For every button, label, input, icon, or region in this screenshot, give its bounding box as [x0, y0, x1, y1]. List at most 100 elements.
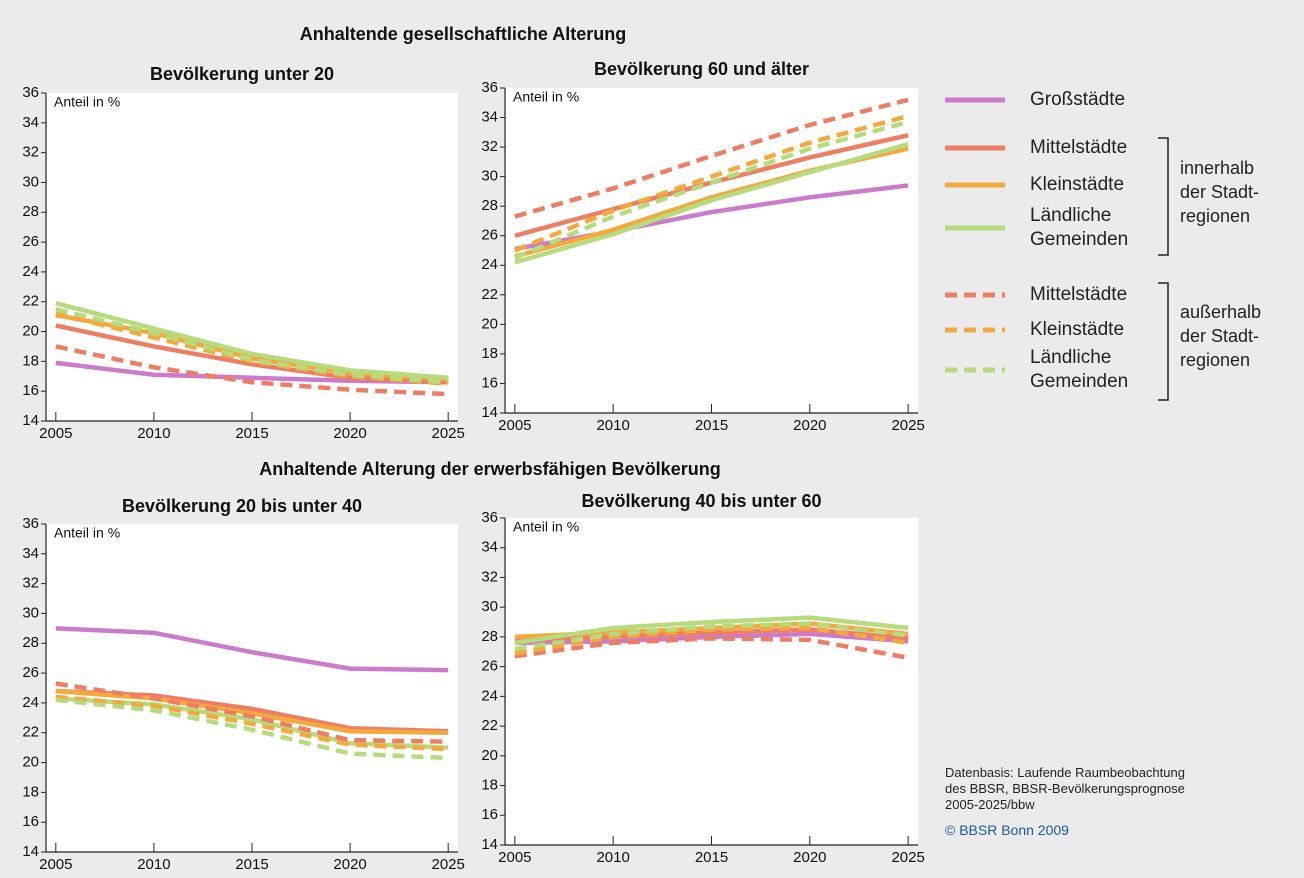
- series-line: [55, 306, 449, 385]
- y-axis-label: Anteil in %: [54, 94, 120, 110]
- y-tick-label: 30: [481, 598, 498, 615]
- y-tick-label: 22: [22, 724, 39, 741]
- series-line: [514, 615, 909, 646]
- x-tick-label: 2020: [793, 849, 826, 866]
- y-tick-label: 18: [22, 783, 39, 800]
- x-tick-label: 2010: [596, 849, 629, 866]
- x-tick-label: 2010: [137, 425, 170, 442]
- axis: [504, 88, 918, 414]
- x-tick-label: 2020: [333, 856, 366, 873]
- series-line: [55, 344, 449, 397]
- chart-title: Bevölkerung 40 bis unter 60: [581, 491, 821, 511]
- x-tick-label: 2020: [333, 425, 366, 442]
- series-line: [55, 694, 449, 752]
- y-tick-label: 28: [22, 634, 39, 651]
- copyright: © BBSR Bonn 2009: [945, 822, 1069, 838]
- y-tick-label: 30: [481, 168, 498, 185]
- legend-label: Großstädte: [1030, 89, 1126, 110]
- x-tick-label: 2010: [596, 417, 629, 434]
- chart-title: Bevölkerung 20 bis unter 40: [122, 496, 362, 516]
- y-tick-label: 20: [22, 323, 39, 340]
- y-tick-label: 18: [481, 777, 498, 794]
- legend-label: Kleinstädte: [1030, 174, 1125, 195]
- x-tick-label: 2010: [137, 856, 170, 873]
- y-tick-label: 36: [481, 509, 498, 526]
- y-tick-label: 32: [481, 568, 498, 585]
- y-tick-label: 26: [22, 233, 39, 250]
- plot-area: [505, 518, 918, 845]
- series-line: [55, 697, 449, 761]
- source: 2005-2025/bbw: [945, 797, 1035, 812]
- x-tick-label: 2005: [498, 849, 531, 866]
- x-tick-label: 2025: [891, 849, 924, 866]
- y-tick-label: 24: [22, 694, 39, 711]
- series-line: [514, 97, 909, 219]
- y-tick-label: 30: [22, 173, 39, 190]
- legend-label: Ländliche Gemeinden: [1030, 205, 1129, 250]
- y-tick-label: 14: [481, 404, 498, 421]
- legend-label: Ländliche Gemeinden: [1030, 347, 1129, 392]
- y-tick-label: 34: [22, 545, 39, 562]
- section-heading: Anhaltende gesellschaftliche Alterung: [300, 24, 626, 44]
- y-tick-label: 16: [481, 374, 498, 391]
- y-tick-label: 22: [481, 717, 498, 734]
- plot-area: [505, 88, 918, 413]
- y-tick-label: 34: [22, 114, 39, 131]
- x-tick-label: 2005: [39, 856, 72, 873]
- bracket: [1158, 137, 1169, 256]
- y-tick-label: 32: [481, 138, 498, 155]
- y-tick-label: 20: [22, 754, 39, 771]
- series-line: [514, 625, 909, 656]
- legend-group: innerhalb der Stadt-regionen: [1180, 158, 1260, 226]
- y-tick-label: 34: [481, 539, 498, 556]
- y-tick-label: 36: [22, 515, 39, 532]
- source: des BBSR, BBSR-Bevölkerungsprognose: [945, 781, 1185, 796]
- y-tick-label: 22: [481, 286, 498, 303]
- y-tick-label: 30: [22, 604, 39, 621]
- series-line: [514, 636, 909, 660]
- chart-title: Bevölkerung unter 20: [150, 64, 334, 84]
- y-tick-label: 18: [22, 352, 39, 369]
- x-tick-label: 2005: [39, 425, 72, 442]
- legend-label: Kleinstädte: [1030, 319, 1125, 340]
- series-line: [513, 113, 909, 253]
- y-tick-label: 14: [481, 836, 498, 853]
- series-line: [514, 141, 909, 265]
- y-tick-label: 32: [22, 575, 39, 592]
- series-line: [55, 301, 449, 381]
- x-tick-label: 2015: [235, 425, 268, 442]
- series-line: [513, 119, 909, 260]
- y-tick-label: 16: [22, 813, 39, 830]
- chart-title: Bevölkerung 60 und älter: [594, 59, 809, 79]
- axis: [504, 518, 918, 846]
- y-tick-label: 36: [481, 79, 498, 96]
- x-tick-label: 2025: [432, 856, 465, 873]
- y-tick-label: 26: [481, 658, 498, 675]
- bracket: [1158, 282, 1169, 401]
- y-tick-label: 24: [481, 687, 498, 704]
- axis: [45, 524, 458, 853]
- y-axis-label: Anteil in %: [513, 89, 579, 105]
- series-line: [55, 688, 449, 735]
- x-tick-label: 2025: [432, 425, 465, 442]
- legend-label: Mittelstädte: [1030, 284, 1128, 305]
- y-axis-label: Anteil in %: [513, 519, 579, 535]
- y-tick-label: 34: [481, 109, 498, 126]
- y-tick-label: 24: [481, 256, 498, 273]
- series-line: [55, 681, 449, 744]
- y-tick-label: 20: [481, 747, 498, 764]
- x-tick-label: 2005: [498, 417, 531, 434]
- axis: [45, 93, 458, 422]
- x-tick-label: 2015: [695, 417, 728, 434]
- series-line: [55, 626, 449, 673]
- y-tick-label: 18: [481, 345, 498, 362]
- x-tick-label: 2015: [235, 856, 268, 873]
- y-tick-label: 26: [22, 664, 39, 681]
- y-tick-label: 14: [22, 412, 39, 429]
- y-tick-label: 28: [481, 197, 498, 214]
- x-tick-label: 2020: [793, 417, 826, 434]
- y-tick-label: 36: [22, 84, 39, 101]
- y-tick-label: 22: [22, 293, 39, 310]
- x-tick-label: 2025: [891, 417, 924, 434]
